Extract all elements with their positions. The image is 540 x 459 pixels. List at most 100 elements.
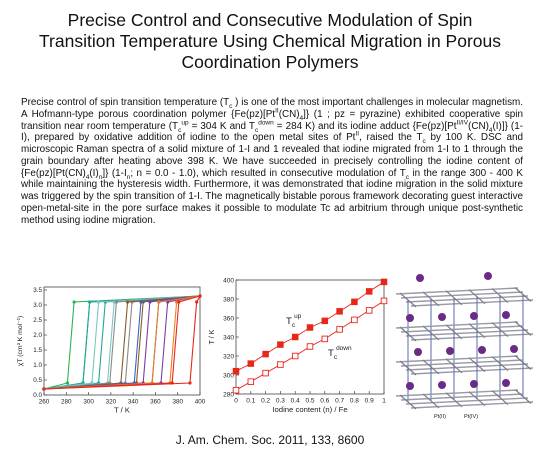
abstract-run: c xyxy=(178,126,182,134)
data-point xyxy=(336,308,343,315)
abstract-run: 4 xyxy=(488,126,493,134)
annotation-sub: c xyxy=(334,354,338,361)
data-point xyxy=(306,343,314,350)
structure-bond xyxy=(400,359,524,367)
abstract-run: c xyxy=(254,126,259,134)
data-point xyxy=(277,361,284,368)
data-point xyxy=(291,352,299,360)
x-tick-label: 0.9 xyxy=(365,398,374,405)
structure-bond xyxy=(400,325,524,333)
structure-bond xyxy=(395,355,519,363)
x-tick-label: 340 xyxy=(128,398,139,405)
y-tick-label: 320 xyxy=(223,353,234,360)
y-tick-label: 300 xyxy=(223,372,234,379)
x-tick-label: 300 xyxy=(83,398,94,405)
structure-bond xyxy=(468,323,486,339)
data-point xyxy=(114,300,119,304)
structure-bond xyxy=(445,392,463,408)
structure-bond xyxy=(405,363,529,371)
y-tick-label: 1.5 xyxy=(33,347,42,354)
data-point xyxy=(277,341,284,348)
abstract-run: c xyxy=(422,138,426,146)
data-point xyxy=(175,300,179,304)
abstract-run: n xyxy=(98,173,103,181)
y-tick-label: 1.0 xyxy=(33,362,42,369)
annotation-sup: up xyxy=(294,313,302,320)
data-point xyxy=(97,300,101,304)
y-tick-label: 280 xyxy=(223,391,234,398)
data-point xyxy=(188,381,192,385)
abstract-run: = 304 K and T xyxy=(188,120,255,132)
title-line: Transition Temperature Using Chemical Mi… xyxy=(38,31,501,51)
x-tick-label: 0 xyxy=(234,398,238,405)
abstract-run: up xyxy=(181,119,189,127)
annotation-main: T xyxy=(286,316,292,327)
structure-bond xyxy=(405,295,529,303)
data-point xyxy=(365,288,373,295)
data-point xyxy=(170,381,174,385)
annotation: Tc down xyxy=(328,345,352,361)
x-tick-label: 0.3 xyxy=(276,398,285,405)
x-tick-label: 0.8 xyxy=(350,398,359,405)
title-line: Precise Control and Consecutive Modulati… xyxy=(67,10,473,30)
data-point xyxy=(198,294,202,298)
iodine-atom xyxy=(406,314,414,322)
series-line xyxy=(43,295,201,390)
abstract-run: = 284 K) and its iodine adduct {Fe(pz)[P… xyxy=(273,120,457,132)
data-point xyxy=(139,300,143,304)
abstract-run: ; n = 0.0 - 1.0), which resulted in cons… xyxy=(130,167,406,179)
abstract-run: (CN) xyxy=(278,108,300,120)
structure-bond xyxy=(410,401,534,409)
x-tick-label: 320 xyxy=(106,398,117,405)
plot-frame xyxy=(43,286,201,396)
annotation-sub: c xyxy=(292,322,296,329)
data-point xyxy=(90,381,94,385)
iodine-atom xyxy=(478,346,486,354)
abstract-run: II xyxy=(355,130,360,138)
data-point xyxy=(88,300,92,304)
iodine-atom xyxy=(484,272,492,280)
x-tick-label: 360 xyxy=(150,398,161,405)
structure-bond xyxy=(445,358,463,374)
structure-bond xyxy=(400,291,524,299)
structure-bond xyxy=(395,389,519,397)
structure-bond xyxy=(399,394,417,410)
data-point xyxy=(321,317,329,325)
abstract-run: c xyxy=(229,102,233,110)
y-tick-label: 0.5 xyxy=(33,377,42,384)
iodine-atom xyxy=(406,382,414,390)
iodine-atom xyxy=(446,347,454,355)
x-tick-label: 380 xyxy=(172,398,183,405)
y-tick-label: 400 xyxy=(223,277,234,284)
abstract-run: ]} (1 ; pz = pyrazine) exhibited coopera… xyxy=(21,108,523,132)
data-point xyxy=(262,369,269,377)
data-point xyxy=(247,360,255,367)
data-point xyxy=(380,278,388,286)
data-point xyxy=(148,300,152,304)
structure-label: Pt(IV) xyxy=(464,414,478,420)
iodine-atom xyxy=(502,379,510,387)
abstract-run: (I) xyxy=(89,167,99,179)
structure-bond xyxy=(468,391,486,407)
x-tick-label: 260 xyxy=(39,398,50,405)
data-point xyxy=(195,300,199,304)
data-point xyxy=(306,324,314,331)
abstract-run: 4 xyxy=(299,114,304,122)
structure-label: Pt(II) xyxy=(434,414,446,420)
iodine-atom xyxy=(502,311,510,319)
data-point xyxy=(351,298,358,306)
data-point xyxy=(177,300,181,304)
abstract-run: ) is one of the most important challenge… xyxy=(21,97,523,120)
abstract-run: 4 xyxy=(85,173,90,181)
structure-bond xyxy=(445,290,463,306)
abstract-run: by 100 K. DSC and microscopic Raman spec… xyxy=(21,132,523,179)
abstract-run: ]} (1-I xyxy=(102,167,127,179)
structure-bond xyxy=(395,321,519,329)
abstract-run: Precise control of spin transition tempe… xyxy=(21,97,230,108)
y-tick-label: 0.0 xyxy=(33,392,42,399)
data-point xyxy=(380,297,388,305)
data-point xyxy=(365,307,373,314)
structure-bond xyxy=(514,389,532,404)
annotation: Tc up xyxy=(286,313,302,329)
data-point xyxy=(42,387,46,391)
